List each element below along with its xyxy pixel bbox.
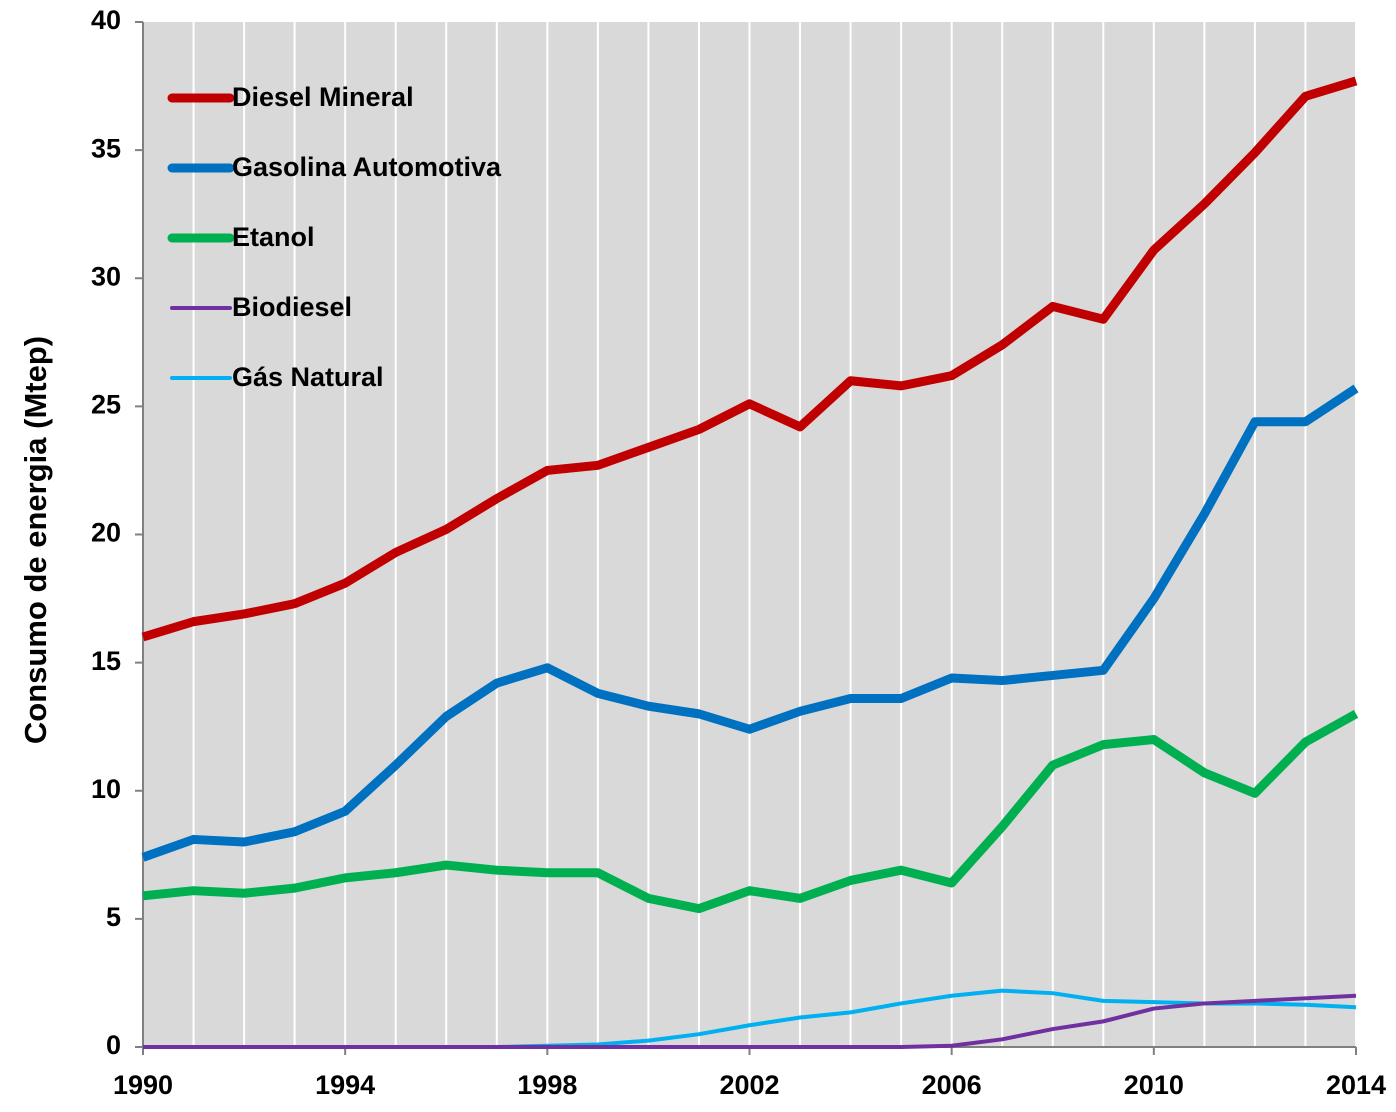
x-tick-label: 2002 xyxy=(719,1070,779,1100)
x-tick-label: 1990 xyxy=(113,1070,173,1100)
x-tick-label: 1994 xyxy=(315,1070,375,1100)
y-tick-label: 15 xyxy=(91,646,121,676)
series-line xyxy=(141,384,1359,862)
x-tick-label: 1998 xyxy=(517,1070,577,1100)
y-axis-label: Consumo de energia (Mtep) xyxy=(18,336,53,744)
legend-label: Diesel Mineral xyxy=(232,82,414,112)
y-tick-label: 10 xyxy=(91,774,121,804)
legend-label: Biodiesel xyxy=(232,292,352,322)
x-tick-label: 2010 xyxy=(1124,1070,1184,1100)
series-line xyxy=(142,709,1359,914)
y-tick-label: 30 xyxy=(91,261,121,291)
series-line xyxy=(143,993,1357,1049)
y-tick-label: 0 xyxy=(106,1030,121,1060)
y-tick-label: 35 xyxy=(91,133,121,163)
x-tick-label: 2006 xyxy=(922,1070,982,1100)
y-tick-label: 25 xyxy=(91,390,121,420)
legend-label: Gasolina Automotiva xyxy=(232,152,502,182)
series-line xyxy=(141,76,1358,642)
y-tick-label: 20 xyxy=(91,518,121,548)
y-tick-label: 5 xyxy=(106,902,121,932)
legend-label: Gás Natural xyxy=(232,362,384,392)
legend-label: Etanol xyxy=(232,222,315,252)
x-tick-label: 2014 xyxy=(1326,1070,1386,1100)
y-tick-label: 40 xyxy=(91,5,121,35)
